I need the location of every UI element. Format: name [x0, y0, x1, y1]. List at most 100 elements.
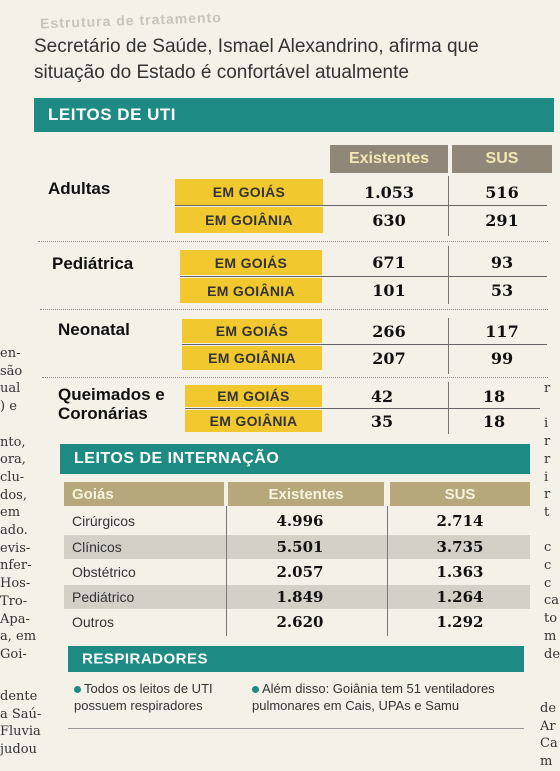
- left-column-line: ual: [0, 381, 21, 397]
- uti-title: LEITOS DE UTI: [48, 105, 177, 124]
- divider: [40, 309, 548, 310]
- uti-location: EM GOIÁS: [185, 385, 322, 407]
- internacao-sus: 1.292: [436, 613, 484, 631]
- uti-location: EM GOIÁS: [182, 319, 322, 343]
- divider: [448, 176, 449, 236]
- left-column-fragment: en-são ual) e nto, ora, clu-dos, em ado. evis-…: [0, 345, 40, 664]
- internacao-sus: 1.363: [436, 563, 484, 581]
- bottom-left-line: judou: [0, 742, 37, 758]
- respiradores-bullet: Além disso: Goiânia tem 51 ventiladores …: [252, 681, 495, 713]
- right-column-line: c: [544, 575, 552, 591]
- uti-sus: 18: [482, 386, 506, 406]
- uti-existentes: 35: [370, 411, 394, 431]
- respiradores-band: RESPIRADORES: [68, 646, 524, 672]
- uti-band: LEITOS DE UTI: [34, 98, 554, 132]
- internacao-existentes: 2.620: [276, 613, 324, 631]
- right-column-line: i: [544, 416, 549, 432]
- divider: [180, 276, 547, 277]
- internacao-sus: 1.264: [436, 588, 484, 606]
- uti-existentes: 266: [372, 321, 406, 341]
- divider: [182, 344, 547, 345]
- left-column-line: dos,: [0, 487, 27, 503]
- left-column-line: Goi-: [0, 646, 27, 662]
- internacao-existentes: 5.501: [276, 538, 324, 556]
- internacao-row: Clínicos 5.501 3.735: [64, 535, 530, 559]
- divider: [185, 408, 540, 409]
- right-column-line: r: [544, 434, 551, 450]
- left-column-line: em: [0, 505, 21, 521]
- internacao-type: Obstétrico: [72, 564, 136, 580]
- left-column-line: en-: [0, 346, 21, 361]
- right-column-line: [544, 522, 560, 540]
- uti-sus: 53: [490, 281, 514, 300]
- uti-sus: 99: [490, 348, 514, 368]
- left-column-line: ado.: [0, 523, 28, 539]
- right-column-line: ca: [544, 593, 560, 609]
- uti-location: EM GOIÂNIA: [180, 278, 322, 303]
- bottom-right-fragment: de Ar Ca m: [540, 700, 560, 771]
- right-column-line: [544, 398, 560, 416]
- left-column-line: [0, 416, 40, 434]
- right-column-line: r: [544, 487, 551, 503]
- internacao-existentes: 2.057: [276, 563, 324, 581]
- uti-existentes: 42: [370, 386, 394, 406]
- internacao-sus: 2.714: [436, 512, 484, 530]
- uti-location: EM GOIÂNIA: [175, 207, 323, 233]
- bullet-dot-icon: [74, 686, 81, 694]
- internacao-sus: 3.735: [436, 538, 484, 556]
- left-column-line: nto,: [0, 434, 26, 450]
- right-column-line: de: [544, 646, 560, 662]
- divider: [38, 241, 548, 242]
- divider: [68, 728, 524, 729]
- uti-location: EM GOIÂNIA: [185, 410, 322, 432]
- uti-existentes: 630: [372, 210, 406, 230]
- left-column-line: evis-: [0, 540, 31, 556]
- internacao-type: Clínicos: [72, 539, 122, 555]
- internacao-col-goias: Goiás: [64, 482, 224, 506]
- respiradores-title: RESPIRADORES: [82, 650, 209, 668]
- faded-strip: Estrutura de tratamento: [39, 8, 222, 32]
- uti-existentes: 207: [372, 348, 406, 368]
- internacao-type: Outros: [72, 614, 115, 630]
- uti-category: Queimados e Coronárias: [58, 385, 165, 423]
- uti-location: EM GOIÁS: [180, 250, 322, 275]
- divider: [226, 506, 227, 636]
- right-column-line: r: [544, 451, 551, 467]
- bottom-left-fragment: dente a Saú- Fluvia judou: [0, 688, 45, 759]
- uti-sus: 516: [485, 182, 519, 202]
- bottom-left-line: a Saú-: [0, 706, 42, 722]
- left-column-line: Tro-: [0, 593, 28, 609]
- internacao-band: LEITOS DE INTERNAÇÃO: [60, 444, 530, 474]
- internacao-row: Cirúrgicos 4.996 2.714: [64, 509, 530, 533]
- internacao-type: Cirúrgicos: [72, 513, 136, 529]
- right-column-line: to: [544, 611, 558, 627]
- bottom-left-line: Fluvia: [0, 724, 41, 740]
- uti-existentes: 671: [372, 253, 406, 272]
- left-column-line: a, em: [0, 629, 37, 645]
- left-column-line: Apa-: [0, 611, 30, 627]
- internacao-row: Obstétrico 2.057 1.363: [64, 560, 530, 584]
- uti-existentes: 101: [372, 281, 406, 300]
- internacao-row: Outros 2.620 1.292: [64, 610, 530, 634]
- left-column-line: Hos-: [0, 576, 31, 592]
- divider: [448, 318, 449, 374]
- uti-sus: 93: [490, 253, 514, 272]
- internacao-col-sus: SUS: [390, 482, 530, 506]
- left-column-line: são: [0, 363, 23, 379]
- internacao-title: LEITOS DE INTERNAÇÃO: [74, 450, 280, 467]
- divider: [387, 506, 388, 636]
- uti-location: EM GOIÂNIA: [182, 346, 322, 370]
- uti-col-sus: SUS: [452, 145, 552, 173]
- internacao-col-existentes: Existentes: [228, 482, 384, 506]
- uti-col-existentes: Existentes: [330, 145, 448, 173]
- internacao-existentes: 1.849: [276, 588, 324, 606]
- bottom-right-line: de: [540, 701, 557, 716]
- left-column-line: nfer-: [0, 558, 32, 574]
- headline: Secretário de Saúde, Ismael Alexandrino,…: [34, 36, 479, 83]
- divider: [42, 377, 548, 378]
- left-column-line: ora,: [0, 452, 26, 468]
- internacao-existentes: 4.996: [276, 512, 324, 530]
- uti-sus: 117: [485, 321, 519, 341]
